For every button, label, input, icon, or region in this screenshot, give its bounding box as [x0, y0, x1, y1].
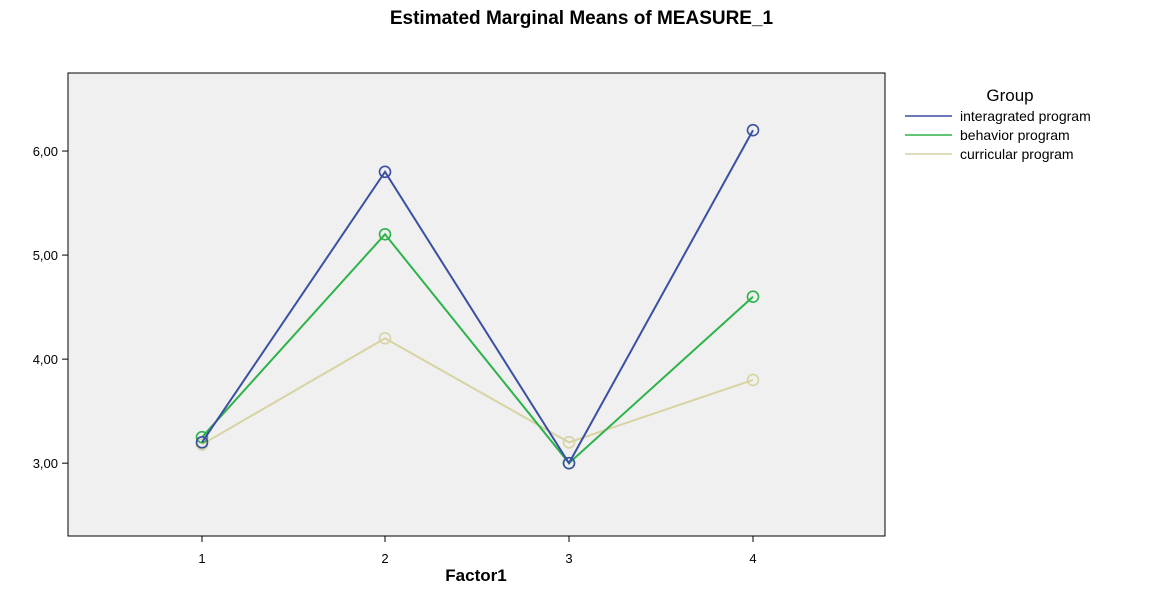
y-tick-label: 5,00: [33, 248, 58, 263]
x-tick-label: 3: [565, 551, 572, 566]
y-tick-label: 4,00: [33, 352, 58, 367]
x-tick-label: 1: [198, 551, 205, 566]
chart-title: Estimated Marginal Means of MEASURE_1: [389, 8, 774, 29]
series-line: [201, 232, 754, 465]
series-layer: [195, 123, 760, 470]
data-point: [746, 290, 760, 303]
legend: Group interagrated program behavior progr…: [905, 86, 1091, 162]
data-point: [378, 332, 392, 345]
y-axis: 3,00 4,00 5,00 6,00: [33, 144, 68, 471]
series-line: [201, 129, 754, 466]
data-point: [562, 436, 576, 449]
legend-entry: behavior program: [960, 127, 1070, 143]
data-point: [562, 456, 576, 470]
plot-area: [67, 72, 886, 537]
x-axis-label: Factor1: [445, 566, 506, 585]
data-point: [378, 165, 392, 179]
y-tick-label: 3,00: [33, 456, 58, 471]
data-point: [746, 123, 760, 137]
x-tick-label: 4: [749, 551, 756, 566]
data-point: [195, 430, 209, 444]
data-point: [378, 227, 392, 241]
series-line: [201, 337, 754, 446]
y-tick-label: 6,00: [33, 144, 58, 159]
x-axis: 1 2 3 4: [198, 536, 757, 566]
data-point: [746, 373, 760, 387]
legend-title: Group: [986, 86, 1033, 105]
data-point: [195, 436, 209, 449]
legend-entry: curricular program: [960, 146, 1074, 162]
x-tick-label: 2: [381, 551, 388, 566]
legend-entry: interagrated program: [960, 108, 1091, 124]
